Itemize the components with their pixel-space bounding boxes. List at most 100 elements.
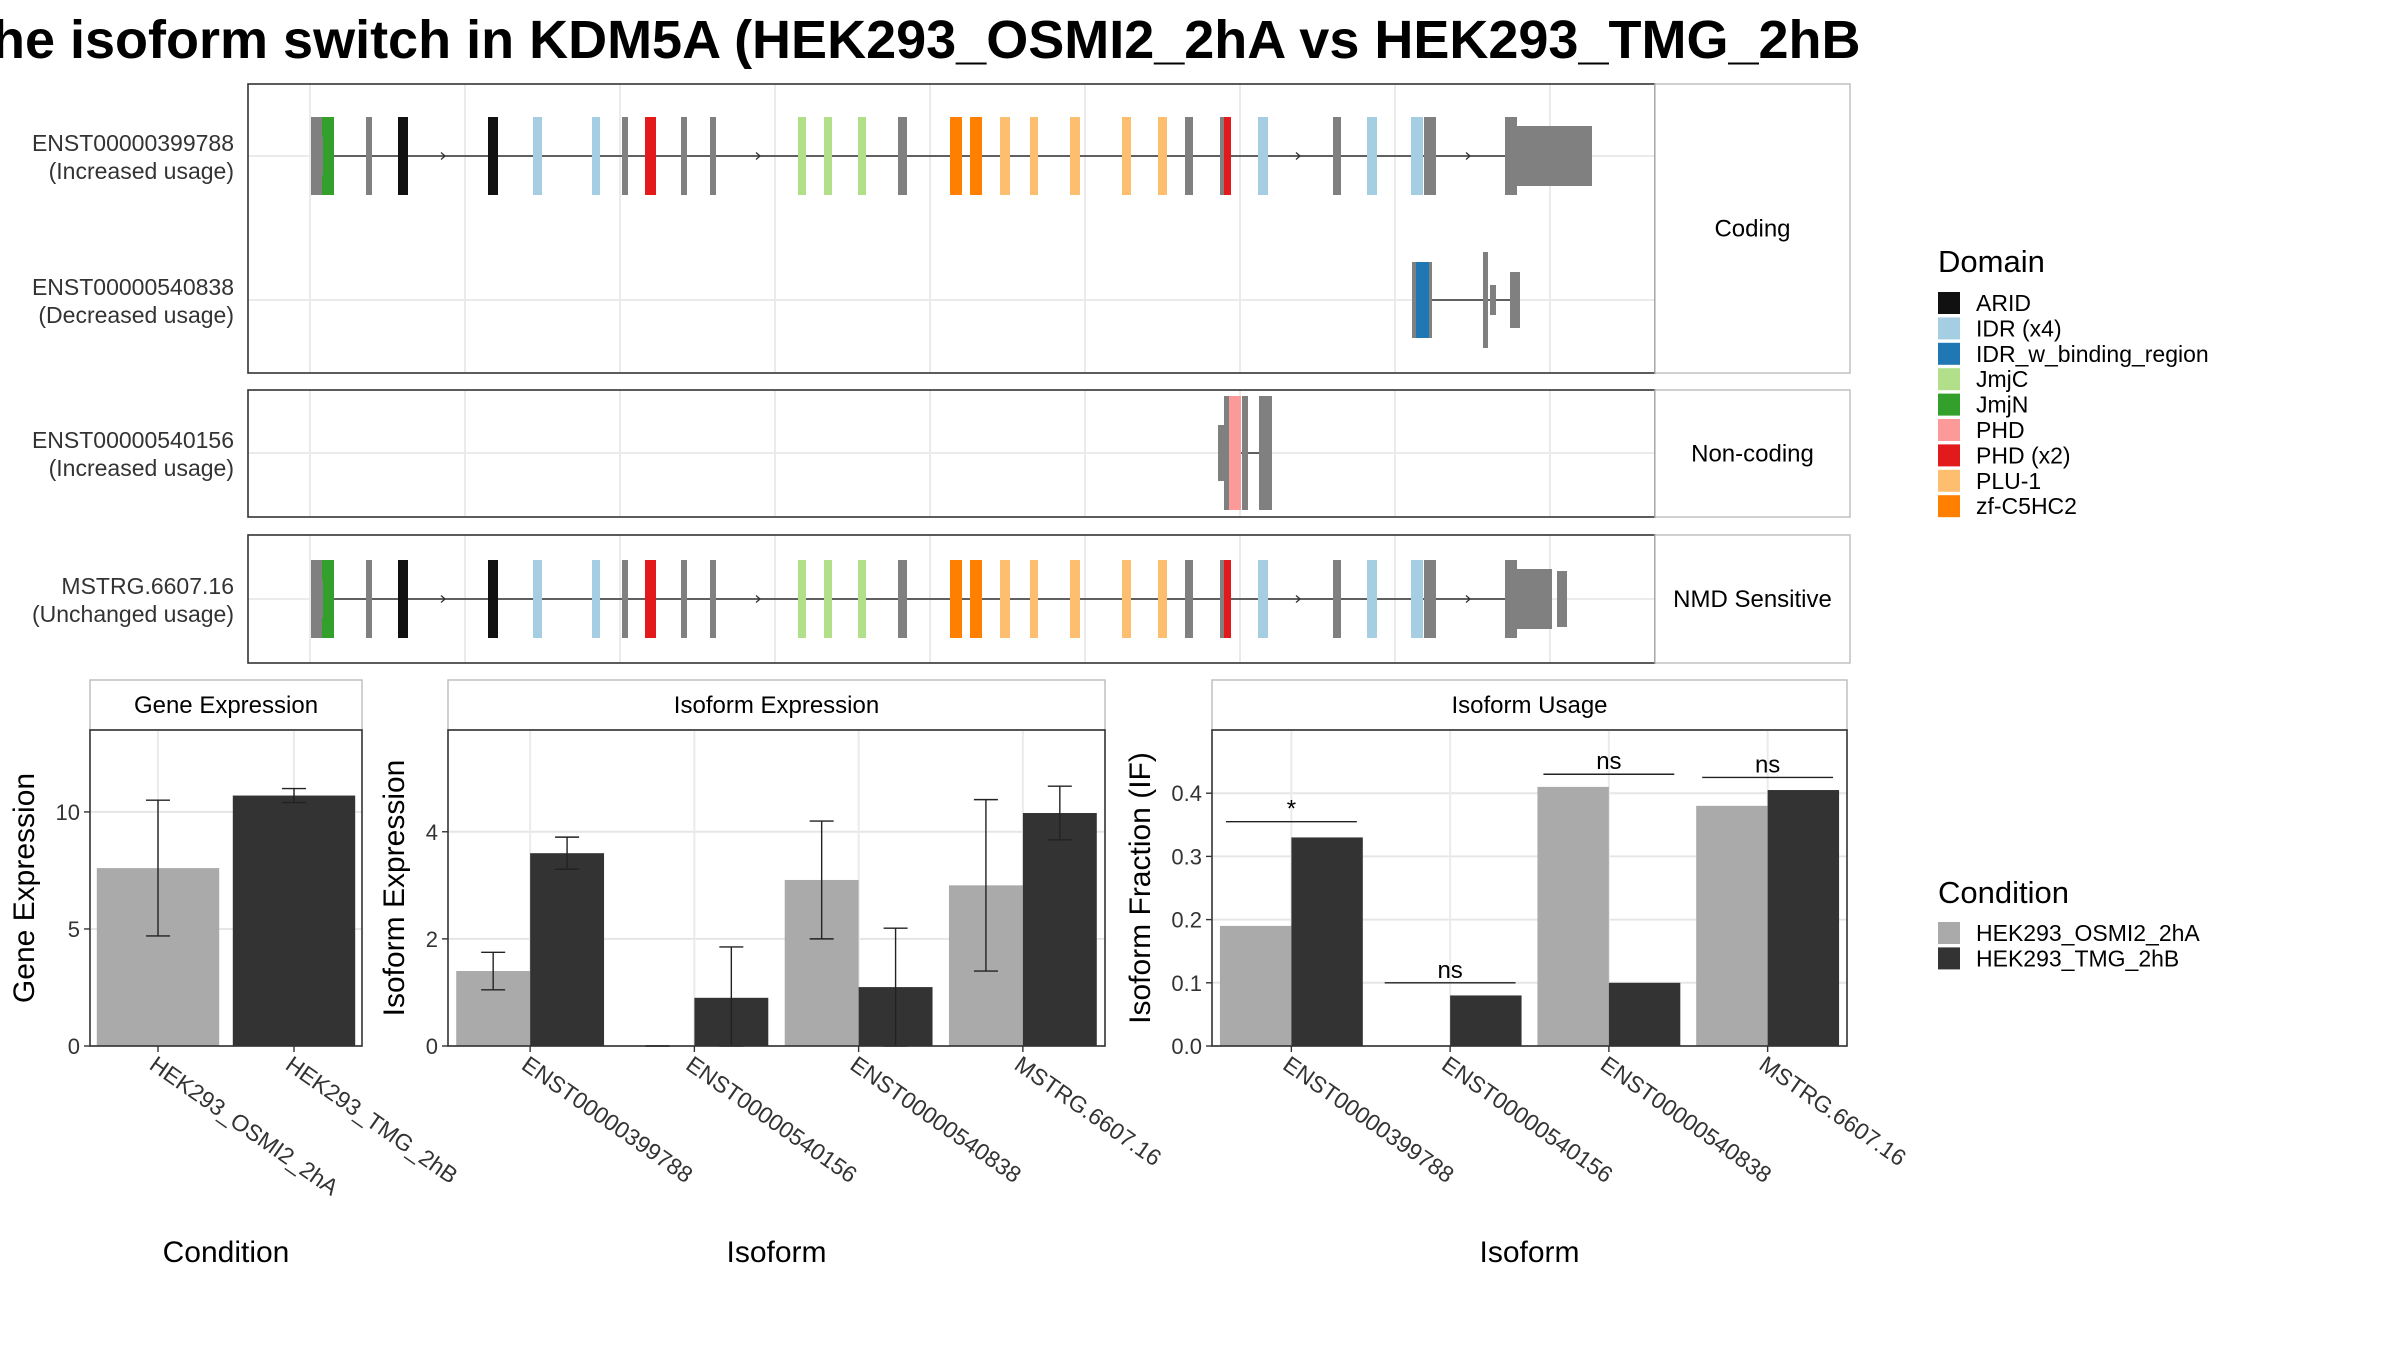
domain-exon [858, 560, 866, 638]
significance-label: ns [1755, 751, 1780, 778]
exon [1218, 425, 1226, 481]
exon [681, 560, 687, 638]
y-tick-label: 0.3 [1171, 844, 1202, 869]
exon [1424, 560, 1436, 638]
bar [1219, 925, 1292, 1046]
panel-strip-label: Isoform Expression [674, 692, 879, 719]
facet-strip-label: NMD Sensitive [1673, 586, 1832, 613]
domain-exon [488, 560, 498, 638]
legend-swatch [1938, 495, 1960, 518]
x-tick-label: ENST00000540156 [682, 1051, 862, 1188]
x-tick-label: ENST00000540838 [1596, 1051, 1776, 1188]
domain-exon [322, 117, 334, 195]
domain-exon [970, 560, 982, 638]
panel-border [89, 729, 363, 1047]
legend-swatch [1938, 342, 1960, 365]
domain-exon [1000, 560, 1010, 638]
exon [1483, 252, 1488, 348]
bar [232, 795, 356, 1046]
domain-exon [1411, 560, 1423, 638]
y-tick-label: 10 [56, 800, 80, 825]
facet-strip-label: Coding [1714, 216, 1790, 243]
terminal-exon [1512, 126, 1592, 186]
facet-strip [1654, 534, 1851, 664]
strand-arrow [1295, 152, 1301, 160]
x-tick-label: MSTRG.6607.16 [1010, 1051, 1166, 1171]
y-tick-label: 0.4 [1171, 781, 1202, 806]
domain-exon [1258, 117, 1268, 195]
domain-exon [858, 117, 866, 195]
condition-legend-title: Condition [1938, 875, 2069, 910]
panel-strip-label: Gene Expression [134, 692, 318, 719]
domain-exon [1224, 560, 1231, 638]
legend-item: JmjC [1976, 366, 2028, 392]
legend-swatch [1938, 292, 1960, 314]
y-tick-label: 2 [426, 927, 438, 952]
strand-arrow [755, 152, 761, 160]
isoform-usage-label: (Increased usage) [49, 455, 234, 481]
y-tick-label: 0.2 [1171, 908, 1202, 933]
significance-label: * [1287, 796, 1296, 823]
strand-arrow [440, 595, 446, 603]
domain-exon [1416, 262, 1429, 338]
domain-exon [1070, 117, 1080, 195]
expression-panels: Gene Expression0510HEK293_OSMI2_2hAHEK29… [8, 679, 1911, 1269]
strand-arrow [440, 152, 446, 160]
isoform-id-label: ENST00000540156 [32, 427, 234, 453]
domain-exon [1122, 117, 1131, 195]
domain-exon [592, 560, 600, 638]
domain-exon [645, 117, 656, 195]
domain-legend-title: Domain [1938, 244, 2045, 279]
y-tick-label: 5 [68, 917, 80, 942]
y-tick-label: 0.0 [1171, 1034, 1202, 1059]
legend-item: PHD (x2) [1976, 442, 2071, 468]
isoform-usage-label: (Decreased usage) [38, 302, 234, 328]
domain-exon [398, 117, 408, 195]
domain-exon [1229, 396, 1241, 510]
domain-exon [1070, 560, 1080, 638]
panel-strip [1211, 679, 1848, 731]
strand-arrow [755, 595, 761, 603]
significance-label: ns [1437, 957, 1462, 984]
domain-exon [1030, 560, 1038, 638]
exon [1242, 396, 1248, 510]
legend-item: ARID [1976, 290, 2031, 316]
domain-exon [592, 117, 600, 195]
domain-exon [398, 560, 408, 638]
y-tick-label: 4 [426, 820, 438, 845]
exon [1510, 272, 1520, 328]
utr-exon [311, 580, 323, 618]
domain-exon [1122, 560, 1131, 638]
significance-label: ns [1596, 748, 1621, 775]
x-tick-label: ENST00000540838 [846, 1051, 1026, 1188]
panel-border [1211, 729, 1848, 1047]
domain-exon [1158, 560, 1167, 638]
y-tick-label: 0.1 [1171, 971, 1202, 996]
domain-exon [1224, 117, 1231, 195]
isoform-usage-label: (Unchanged usage) [32, 601, 234, 627]
isoform-structure-panel: ENST00000399788 (Increased usage)ENST0000… [32, 83, 1851, 664]
figure-title: he isoform switch in KDM5A (HEK293_OSMI2… [0, 10, 1861, 70]
legend-swatch [1938, 368, 1960, 391]
bar [1450, 995, 1522, 1046]
bar [1696, 805, 1768, 1046]
isoform-id-label: ENST00000399788 [32, 130, 234, 156]
strand-arrow [1465, 595, 1471, 603]
x-axis-title: Isoform [726, 1236, 826, 1269]
legend-item: PLU-1 [1976, 468, 2041, 494]
panel-strip [447, 679, 1106, 731]
domain-exon [1258, 560, 1268, 638]
exon [898, 117, 907, 195]
terminal-exon [1512, 569, 1552, 629]
x-tick-label: MSTRG.6607.16 [1755, 1051, 1911, 1171]
legend-item: zf-C5HC2 [1976, 493, 2077, 519]
legend-item: IDR (x4) [1976, 315, 2062, 341]
domain-exon [824, 117, 832, 195]
legend-swatch [1938, 444, 1960, 467]
facet-strip [1654, 83, 1851, 374]
domain-exon [950, 560, 962, 638]
domain-exon [970, 117, 982, 195]
domain-exon [533, 560, 542, 638]
